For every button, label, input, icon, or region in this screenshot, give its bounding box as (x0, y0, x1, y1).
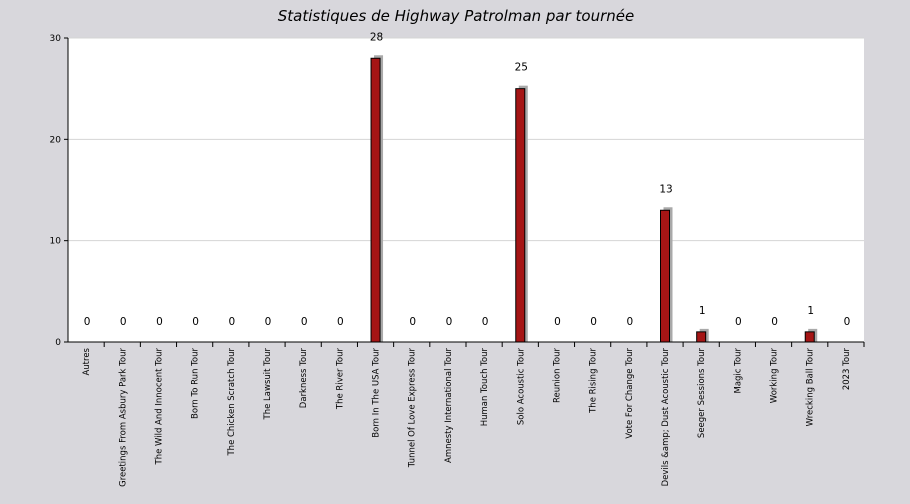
x-tick-label: Born In The USA Tour (372, 348, 382, 438)
y-tick-label: 20 (50, 135, 62, 145)
value-label: 13 (659, 183, 672, 195)
axes (64, 37, 865, 347)
value-labels: 0 0 0 0 0 0 0 0 28 0 0 0 25 0 0 0 13 1 0 0 1 0 (84, 31, 851, 328)
x-tick-label: Born To Run Tour (191, 348, 201, 419)
value-label: 0 (844, 316, 851, 328)
bar (660, 209, 670, 343)
plot-area (68, 38, 864, 342)
value-label: 0 (192, 316, 199, 328)
x-tick-label: Tunnel Of Love Express Tour (408, 348, 418, 469)
y-axis-ticks: 0 10 20 30 (50, 34, 62, 348)
x-tick-label: Solo Acoustic Tour (516, 348, 526, 426)
x-tick-label: Wrecking Ball Tour (806, 348, 816, 427)
x-axis-ticks: Autres Greetings From Asbury Park Tour The… (82, 347, 852, 486)
x-tick-label: Seeger Sessions Tour (697, 348, 707, 439)
value-label: 0 (446, 316, 453, 328)
value-label: 25 (515, 62, 528, 74)
x-tick-label: Human Touch Tour (480, 348, 490, 427)
x-tick-label: The Wild And Innocent Tour (154, 348, 164, 466)
x-tick-label: Working Tour (770, 347, 780, 403)
x-tick-label: The Lawsuit Tour (263, 347, 273, 420)
value-label: 0 (301, 316, 308, 328)
y-tick-label: 10 (50, 237, 62, 247)
value-label: 28 (370, 31, 383, 43)
bars (370, 55, 818, 343)
x-tick-label: Magic Tour (733, 348, 743, 394)
x-tick-label: Devils &amp; Dust Acoustic Tour (661, 347, 671, 486)
x-tick-label: 2023 Tour (842, 348, 852, 391)
value-label: 1 (807, 305, 814, 317)
value-label: 0 (735, 316, 742, 328)
x-tick-label: Vote For Change Tour (625, 348, 635, 439)
x-tick-label: The River Tour (335, 348, 345, 411)
y-tick-label: 30 (50, 34, 62, 44)
value-label: 0 (771, 316, 778, 328)
x-tick-label: Reunion Tour (552, 348, 562, 404)
x-tick-label: Greetings From Asbury Park Tour (118, 348, 128, 487)
value-label: 0 (554, 316, 561, 328)
value-label: 0 (120, 316, 127, 328)
value-label: 0 (228, 316, 235, 328)
bar (804, 331, 815, 343)
value-label: 0 (590, 316, 597, 328)
x-tick-label: The Chicken Scratch Tour (227, 348, 237, 457)
y-tick-label: 0 (55, 338, 61, 348)
value-label: 0 (156, 316, 163, 328)
gridlines (68, 37, 864, 242)
x-tick-label: The Rising Tour (589, 348, 599, 414)
x-tick-label: Amnesty International Tour (444, 348, 454, 463)
value-label: 0 (265, 316, 272, 328)
value-label: 0 (409, 316, 416, 328)
value-label: 1 (699, 305, 706, 317)
x-tick-label: Darkness Tour (299, 348, 309, 409)
chart-title: Statistiques de Highway Patrolman par to… (278, 7, 635, 25)
value-label: 0 (482, 316, 489, 328)
value-label: 0 (626, 316, 633, 328)
x-tick-label: Autres (82, 347, 92, 375)
bar (696, 331, 707, 343)
bar (370, 57, 381, 343)
value-label: 0 (337, 316, 344, 328)
bar (515, 88, 526, 343)
value-label: 0 (84, 316, 91, 328)
